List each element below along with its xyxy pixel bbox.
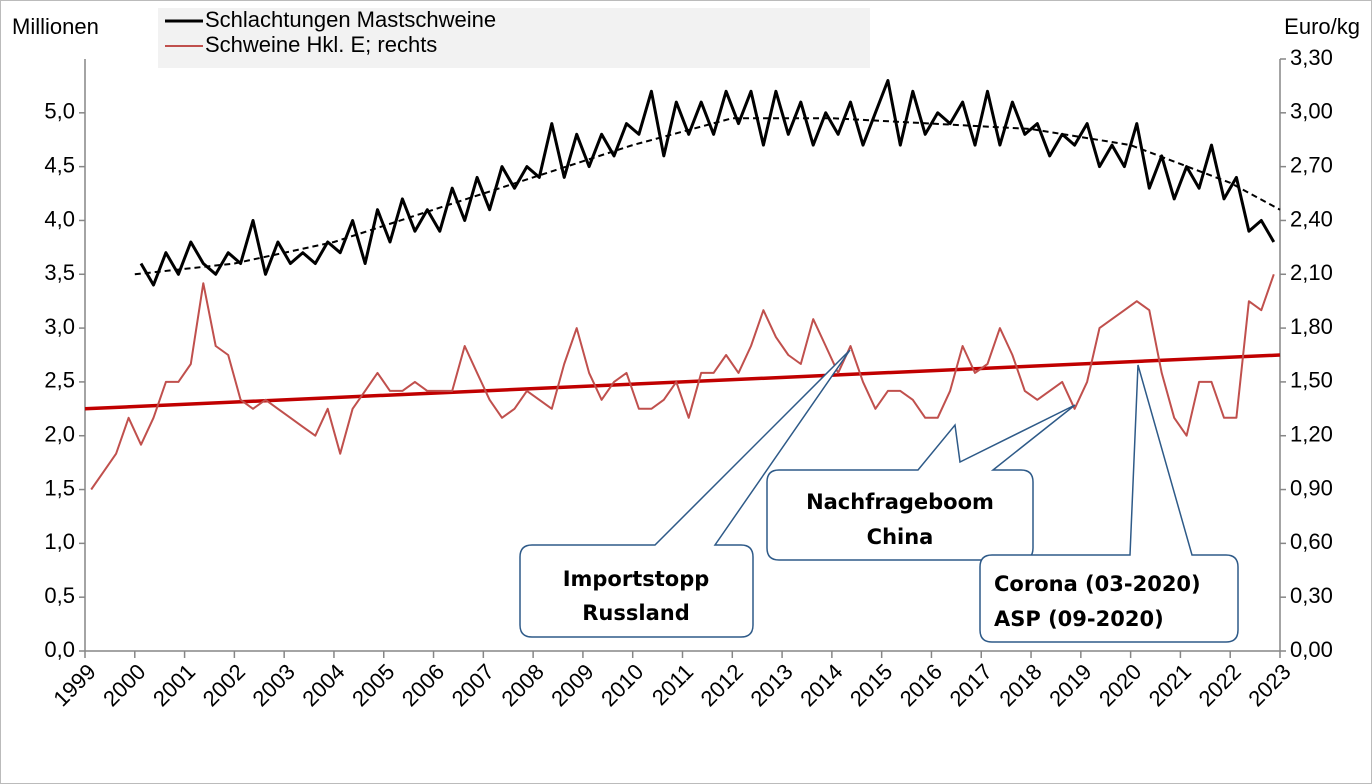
y2-tick-label: 0,60 — [1290, 529, 1333, 554]
y2-tick-label: 1,80 — [1290, 314, 1333, 339]
y-tick-label: 0,5 — [44, 583, 75, 608]
y-axis-label: Millionen — [12, 14, 99, 39]
annotation: China — [867, 525, 934, 549]
y2-tick-label: 0,90 — [1290, 475, 1333, 500]
y2-tick-label: 2,70 — [1290, 152, 1333, 177]
callout-shape — [979, 364, 1239, 643]
callout-shape — [519, 349, 851, 638]
y-tick-label: 1,0 — [44, 529, 75, 554]
y-tick-label: 3,5 — [44, 260, 75, 285]
y-tick-label: 2,5 — [44, 368, 75, 393]
annotation: Corona (03-2020) — [994, 572, 1201, 596]
y2-tick-label: 3,00 — [1290, 99, 1333, 124]
annotation: Russland — [582, 601, 689, 625]
callouts — [519, 349, 1239, 643]
annotation: Importstopp — [563, 567, 710, 591]
y2-tick-label: 0,30 — [1290, 583, 1333, 608]
y-tick-label: 5,0 — [44, 99, 75, 124]
y2-tick-label: 1,50 — [1290, 368, 1333, 393]
trend-line — [84, 353, 1281, 411]
trend-line — [134, 117, 1281, 276]
annotation: ASP (09-2020) — [994, 607, 1164, 631]
y-tick-label: 4,5 — [44, 152, 75, 177]
y-tick-label: 1,5 — [44, 475, 75, 500]
y2-tick-label: 0,00 — [1290, 637, 1333, 662]
legend-label: Schlachtungen Mastschweine — [205, 7, 496, 32]
y2-tick-label: 1,20 — [1290, 422, 1333, 447]
y-tick-label: 0,0 — [44, 637, 75, 662]
legend-label: Schweine Hkl. E; rechts — [205, 32, 437, 57]
series-line — [139, 79, 1276, 287]
y2-tick-label: 2,10 — [1290, 260, 1333, 285]
y2-tick-label: 2,40 — [1290, 206, 1333, 231]
y-tick-label: 2,0 — [44, 422, 75, 447]
y-tick-label: 4,0 — [44, 206, 75, 231]
y-tick-label: 3,0 — [44, 314, 75, 339]
legend-box — [158, 8, 870, 68]
y2-tick-label: 3,30 — [1290, 45, 1333, 70]
y2-axis-label: Euro/kg — [1284, 14, 1360, 39]
series-line — [90, 273, 1275, 491]
annotation: Nachfrageboom — [806, 490, 994, 514]
